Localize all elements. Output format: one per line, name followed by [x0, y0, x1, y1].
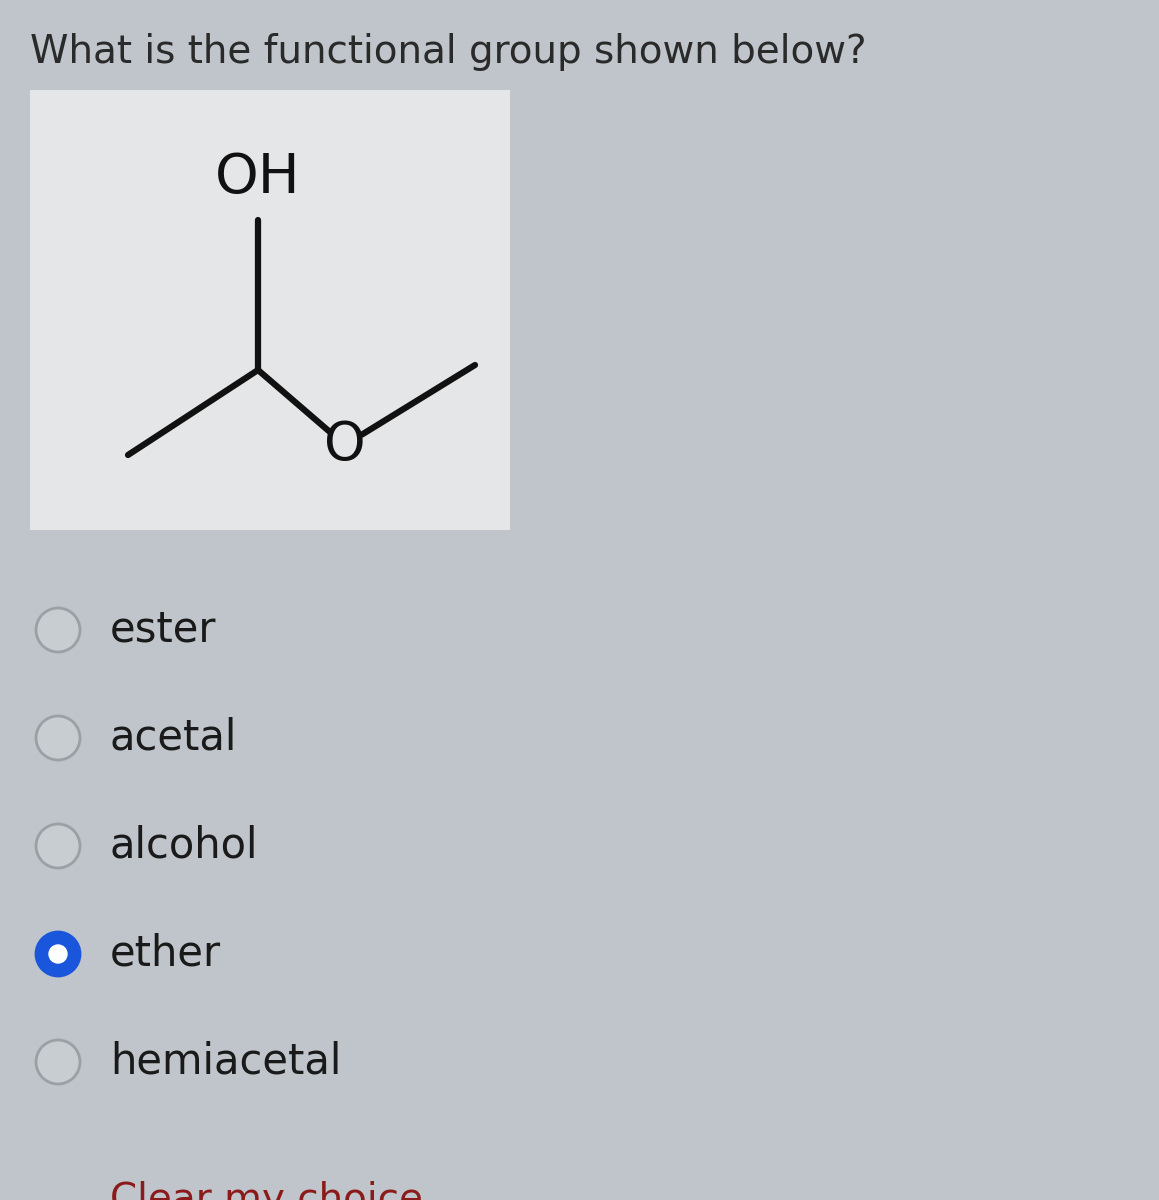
FancyBboxPatch shape	[30, 90, 510, 530]
Circle shape	[36, 824, 80, 868]
Circle shape	[36, 608, 80, 652]
Text: ether: ether	[110, 934, 221, 974]
Text: O: O	[325, 419, 366, 470]
Text: acetal: acetal	[110, 716, 238, 758]
Circle shape	[36, 716, 80, 760]
Text: alcohol: alcohol	[110, 826, 258, 866]
Circle shape	[49, 946, 67, 962]
Circle shape	[36, 932, 80, 976]
Text: ester: ester	[110, 608, 217, 650]
Circle shape	[36, 1040, 80, 1084]
Text: What is the functional group shown below?: What is the functional group shown below…	[30, 32, 867, 71]
Text: OH: OH	[216, 151, 301, 205]
Text: hemiacetal: hemiacetal	[110, 1040, 342, 1082]
Text: Clear my choice: Clear my choice	[110, 1181, 423, 1200]
